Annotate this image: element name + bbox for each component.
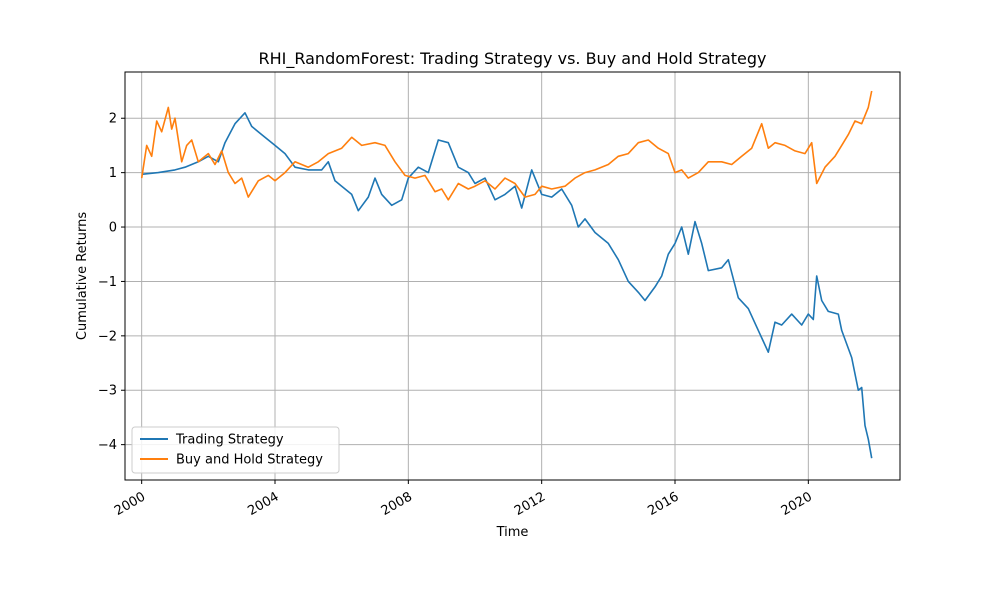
y-tick-label: −3 bbox=[98, 384, 117, 399]
grid bbox=[125, 72, 900, 480]
plot-frame bbox=[124, 71, 901, 481]
y-tick-label: 1 bbox=[109, 166, 117, 181]
series-line-trading-strategy bbox=[141, 112, 873, 459]
y-tick-label: 0 bbox=[109, 221, 117, 236]
y-tick-label: −4 bbox=[98, 438, 117, 453]
legend-entry: Buy and Hold Strategy bbox=[176, 453, 323, 468]
chart-title: RHI_RandomForest: Trading Strategy vs. B… bbox=[258, 49, 766, 69]
legend-entry: Trading Strategy bbox=[175, 433, 284, 448]
legend: Trading Strategy Buy and Hold Strategy bbox=[131, 426, 340, 474]
y-axis: 2 1 0 −1 −2 −3 −4 bbox=[98, 112, 125, 453]
y-tick-label: −2 bbox=[98, 329, 117, 344]
legend-box bbox=[131, 426, 340, 474]
series-line-buy-and-hold-strategy bbox=[140, 90, 873, 201]
y-axis-label: Cumulative Returns bbox=[75, 212, 90, 340]
y-tick-label: 2 bbox=[109, 112, 117, 127]
x-axis-label: Time bbox=[496, 525, 529, 540]
series-lines bbox=[140, 90, 873, 459]
y-tick-label: −1 bbox=[98, 275, 117, 290]
